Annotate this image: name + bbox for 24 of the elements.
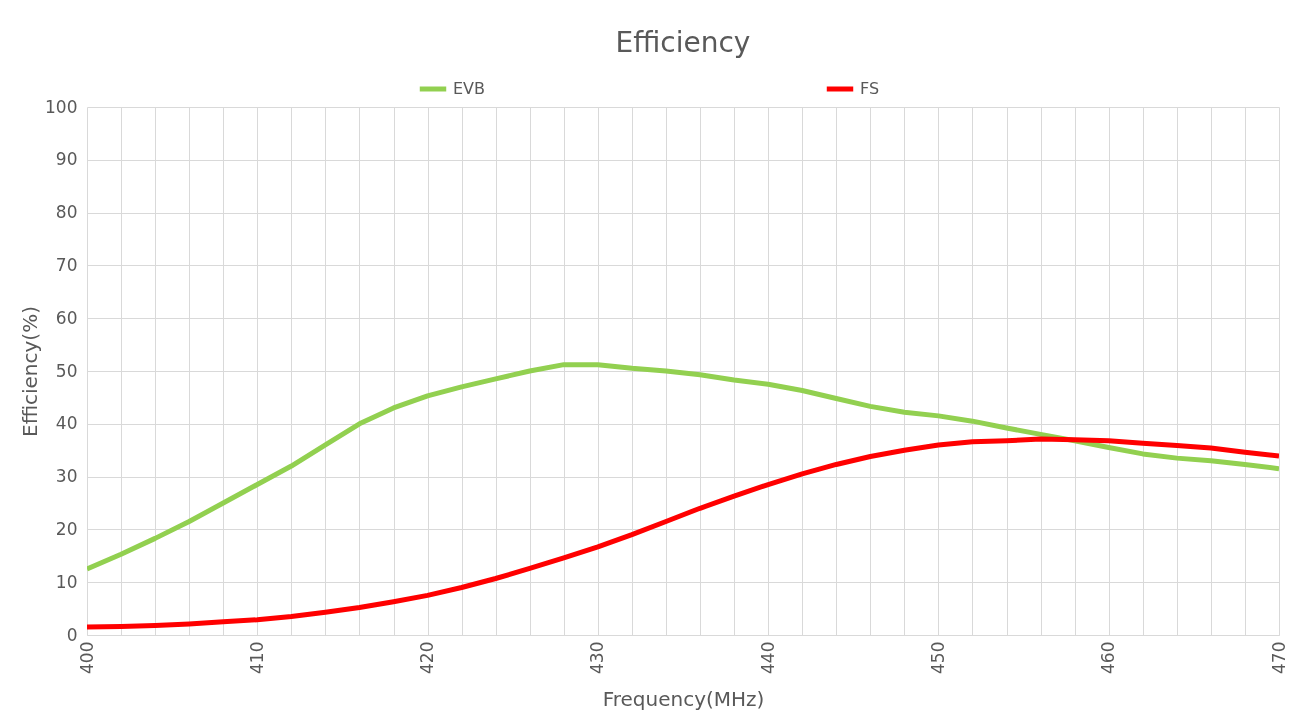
- x-tick-label: 450: [927, 641, 948, 674]
- y-tick-label: 30: [55, 466, 78, 487]
- y-tick-label: 0: [66, 624, 78, 645]
- chart-title: Efficiency: [615, 26, 751, 59]
- x-tick-label: 470: [1268, 641, 1289, 674]
- y-axis-title: Efficiency(%): [18, 306, 43, 437]
- y-tick-label: 50: [55, 360, 78, 381]
- x-tick-label: 400: [76, 641, 97, 674]
- y-tick-label: 90: [55, 149, 78, 170]
- x-tick-label: 430: [587, 641, 608, 674]
- y-tick-label: 60: [55, 307, 78, 328]
- legend-label: EVB: [453, 79, 486, 98]
- y-tick-label: 80: [55, 202, 78, 223]
- x-tick-label: 440: [757, 641, 778, 674]
- y-tick-label: 20: [55, 518, 78, 539]
- x-tick-label: 460: [1098, 641, 1119, 674]
- x-axis-title: Frequency(MHz): [602, 686, 765, 711]
- y-tick-label: 70: [55, 254, 78, 275]
- x-tick-label: 420: [417, 641, 438, 674]
- x-tick-label: 410: [246, 641, 267, 674]
- y-tick-label: 40: [55, 413, 78, 434]
- y-tick-label: 100: [45, 96, 78, 117]
- y-tick-label: 10: [55, 571, 78, 592]
- legend-label: FS: [860, 79, 880, 98]
